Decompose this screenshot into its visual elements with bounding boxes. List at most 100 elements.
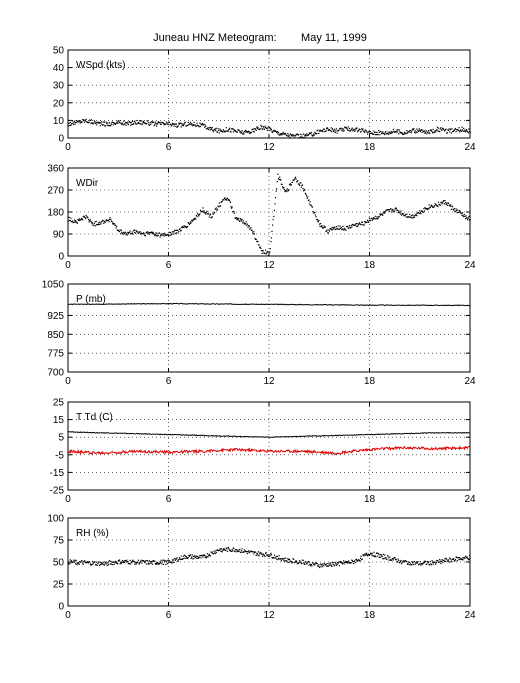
data-point xyxy=(146,123,148,125)
data-point xyxy=(87,217,89,219)
data-point xyxy=(162,559,164,561)
data-point xyxy=(274,203,276,205)
data-point xyxy=(155,235,158,237)
data-point xyxy=(205,555,207,557)
data-point xyxy=(354,129,356,131)
data-point xyxy=(82,563,84,565)
data-point xyxy=(208,127,210,129)
data-point xyxy=(395,207,397,210)
data-point xyxy=(232,550,234,552)
data-point xyxy=(100,561,102,563)
data-point xyxy=(313,564,315,566)
data-point xyxy=(302,559,304,562)
data-point xyxy=(454,127,457,130)
data-point xyxy=(164,123,166,125)
data-point xyxy=(205,211,207,213)
data-point xyxy=(223,130,225,132)
data-point xyxy=(136,230,138,232)
data-point xyxy=(138,562,141,564)
data-point xyxy=(300,136,302,138)
data-point xyxy=(134,232,136,234)
data-point xyxy=(122,233,124,235)
x-tick-label: 0 xyxy=(65,376,71,387)
data-point xyxy=(316,130,318,132)
data-point xyxy=(95,121,97,124)
y-tick-label: -15 xyxy=(50,468,65,479)
data-point xyxy=(399,561,401,564)
data-point xyxy=(249,227,251,229)
data-point xyxy=(173,125,175,127)
data-point xyxy=(402,213,404,215)
data-point xyxy=(159,122,161,124)
data-point xyxy=(143,560,145,562)
data-point xyxy=(388,209,390,211)
data-point xyxy=(340,561,342,563)
data-point xyxy=(108,221,110,223)
data-point xyxy=(105,219,107,222)
data-point xyxy=(462,130,464,132)
data-point xyxy=(309,201,311,203)
data-point xyxy=(255,129,257,131)
data-point xyxy=(114,123,117,126)
data-point xyxy=(287,135,289,137)
data-point xyxy=(397,129,399,131)
data-point xyxy=(427,562,429,564)
data-point xyxy=(119,119,121,122)
data-point xyxy=(95,220,97,223)
data-point xyxy=(254,237,256,240)
data-point xyxy=(375,131,377,133)
data-point xyxy=(116,225,118,227)
data-point xyxy=(92,123,94,125)
data-point xyxy=(177,229,179,231)
data-point xyxy=(379,556,382,558)
data-point xyxy=(208,216,210,218)
y-tick-label: 5 xyxy=(58,433,64,444)
data-point xyxy=(374,215,376,217)
data-point xyxy=(201,124,203,126)
data-point xyxy=(416,215,418,217)
data-point xyxy=(415,131,417,133)
data-point xyxy=(423,208,425,210)
data-point xyxy=(147,233,149,235)
data-point xyxy=(178,123,180,125)
data-point xyxy=(97,224,99,226)
data-point xyxy=(139,231,141,233)
data-point xyxy=(237,549,239,551)
data-point xyxy=(321,226,323,228)
data-point xyxy=(93,122,95,124)
data-point xyxy=(240,132,242,134)
data-point xyxy=(431,131,433,133)
data-point xyxy=(429,132,431,134)
data-point xyxy=(131,561,133,563)
data-point xyxy=(420,563,423,565)
data-point xyxy=(133,123,135,125)
data-point xyxy=(467,219,469,221)
data-point xyxy=(247,132,249,134)
data-point xyxy=(334,561,336,564)
data-point xyxy=(425,131,427,133)
data-point xyxy=(443,559,445,561)
data-point xyxy=(245,130,247,132)
data-point xyxy=(404,214,406,217)
data-point xyxy=(364,220,366,223)
data-point xyxy=(324,563,326,565)
data-point xyxy=(238,217,240,219)
data-point xyxy=(171,124,173,126)
data-point xyxy=(144,235,146,237)
data-point xyxy=(267,127,269,129)
data-point xyxy=(163,233,165,235)
data-point xyxy=(84,216,86,219)
data-point xyxy=(143,233,145,235)
data-point xyxy=(110,560,112,562)
data-point xyxy=(139,561,141,563)
data-point xyxy=(119,229,121,231)
data-point xyxy=(343,128,345,130)
data-point xyxy=(75,122,77,124)
data-point xyxy=(335,564,338,566)
data-point xyxy=(123,232,125,234)
data-point xyxy=(295,178,297,180)
data-point xyxy=(209,214,211,216)
data-point xyxy=(288,561,290,563)
data-point xyxy=(318,566,321,569)
data-point xyxy=(112,223,114,225)
